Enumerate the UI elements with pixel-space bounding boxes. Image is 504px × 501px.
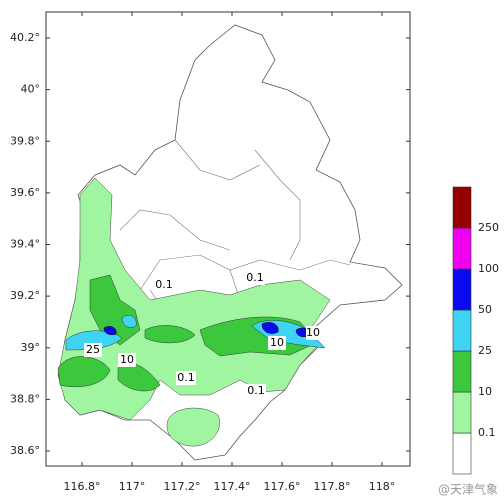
contour-labels: 0.1 0.1 0.1 0.1 25 10 10 10: [84, 271, 320, 398]
y-tick-label: 40.2°: [10, 31, 40, 44]
colorbar-label: 0.1: [478, 426, 496, 439]
contour-label: 0.1: [246, 271, 264, 284]
y-tick-label: 39.8°: [10, 134, 40, 147]
colorbar-label: 50: [478, 303, 492, 316]
colorbar-label: 100: [478, 262, 499, 275]
colorbar-segment: [452, 186, 472, 229]
x-tick-label: 116.8°: [64, 480, 101, 493]
y-tick-label: 39.2°: [10, 289, 40, 302]
x-tick-label: 117.6°: [264, 480, 301, 493]
x-tick-label: 118°: [369, 480, 396, 493]
y-tick-label: 39.6°: [10, 186, 40, 199]
contour-label: 25: [86, 343, 100, 356]
contour-label: 0.1: [155, 278, 173, 291]
colorbar-label: 10: [478, 385, 492, 398]
y-tick-label: 39.4°: [10, 238, 40, 251]
colorbar-label: 25: [478, 344, 492, 357]
y-tick-label: 40°: [21, 83, 41, 96]
contour-label: 10: [270, 336, 284, 349]
colorbar-segment: [452, 309, 472, 352]
contour-label: 0.1: [177, 371, 195, 384]
colorbar-segment: [452, 227, 472, 270]
colorbar-segment: [452, 391, 472, 434]
colorbar-segment: [452, 268, 472, 311]
x-tick-label: 117°: [119, 480, 146, 493]
colorbar-segment: [452, 350, 472, 393]
x-tick-label: 117.8°: [314, 480, 351, 493]
colorbar-label: 250: [478, 221, 499, 234]
y-tick-label: 39°: [21, 341, 41, 354]
contour-label: 10: [120, 353, 134, 366]
contour-label: 0.1: [247, 384, 265, 397]
y-tick-label: 38.6°: [10, 444, 40, 457]
colorbar-segment: [452, 432, 472, 475]
watermark: @天津气象: [438, 482, 498, 497]
x-tick-label: 117.2°: [164, 480, 201, 493]
x-tick-label: 117.4°: [214, 480, 251, 493]
colorbar: 0.1 10 25 50 100 250: [452, 186, 499, 475]
contour-label: 10: [306, 326, 320, 339]
y-tick-label: 38.8°: [10, 392, 40, 405]
axes: 40.2° 40° 39.8° 39.6° 39.4° 39.2° 39° 38.8° 38.6…: [10, 12, 410, 493]
